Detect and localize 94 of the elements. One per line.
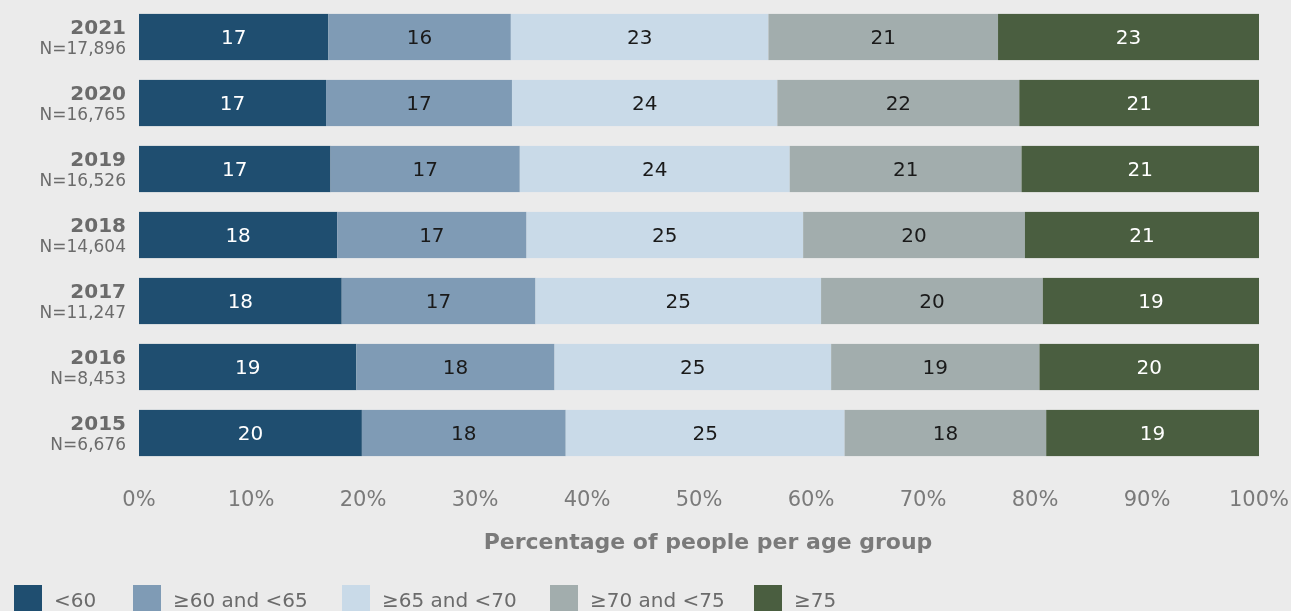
- bar: [139, 409, 362, 457]
- x-tick-label: 40%: [563, 487, 611, 511]
- bar: [337, 211, 527, 259]
- data-label: 19: [1139, 421, 1166, 445]
- legend-label: ≥65 and <70: [382, 588, 517, 611]
- data-label: 25: [680, 355, 706, 379]
- bar: [139, 211, 338, 259]
- bar: [519, 145, 790, 193]
- y-tick-label: 2017 N=11,247: [39, 279, 126, 322]
- y-tick-label: 2020 N=16,765: [39, 81, 126, 124]
- x-axis-title: Percentage of people per age group: [483, 529, 933, 554]
- data-label: 16: [406, 25, 433, 49]
- bar: [821, 277, 1043, 325]
- bar: [1019, 79, 1259, 127]
- bar: [844, 409, 1047, 457]
- data-label: 20: [901, 223, 927, 247]
- x-tick-label: 0%: [122, 487, 156, 511]
- data-label: 19: [234, 355, 261, 379]
- data-label: 17: [219, 91, 246, 115]
- data-label: 17: [406, 91, 432, 115]
- data-label: 17: [419, 223, 445, 247]
- data-label: 17: [412, 157, 438, 181]
- y-tick-label: 2019 N=16,526: [39, 147, 126, 190]
- legend-label: ≥70 and <75: [590, 588, 725, 611]
- bar: [328, 13, 511, 61]
- bar: [535, 277, 822, 325]
- data-label: 25: [665, 289, 692, 313]
- data-label: 18: [442, 355, 469, 379]
- data-label: 18: [451, 421, 477, 445]
- bar: [1039, 343, 1259, 391]
- x-tick-label: 50%: [675, 487, 723, 511]
- data-label: 20: [237, 421, 264, 445]
- bar: [1021, 145, 1259, 193]
- legend-label: ≥60 and <65: [173, 588, 308, 611]
- bar: [1046, 409, 1259, 457]
- bar: [139, 145, 331, 193]
- bar: [1042, 277, 1259, 325]
- data-label: 21: [1129, 223, 1155, 247]
- bar: [510, 13, 769, 61]
- bar: [139, 343, 357, 391]
- data-label: 17: [220, 25, 247, 49]
- bar: [768, 13, 999, 61]
- data-label: 19: [922, 355, 949, 379]
- y-tick-label: 2016 N=8,453: [50, 345, 126, 388]
- bar: [139, 277, 342, 325]
- x-tick-label: 70%: [899, 487, 947, 511]
- data-label: 17: [222, 157, 248, 181]
- data-label: 21: [1126, 91, 1152, 115]
- data-label: 25: [652, 223, 678, 247]
- bar: [777, 79, 1020, 127]
- data-label: 18: [227, 289, 254, 313]
- bar: [789, 145, 1022, 193]
- bar: [356, 343, 555, 391]
- bar: [1024, 211, 1259, 259]
- y-tick-label: 2021 N=17,896: [39, 15, 126, 58]
- data-label: 18: [225, 223, 251, 247]
- data-label: 20: [919, 289, 945, 313]
- y-tick-label: 2018 N=14,604: [39, 213, 126, 256]
- bar: [511, 79, 778, 127]
- data-label: 18: [932, 421, 959, 445]
- bar: [831, 343, 1040, 391]
- x-tick-label: 20%: [339, 487, 387, 511]
- bar: [361, 409, 566, 457]
- data-label: 21: [892, 157, 919, 181]
- bar: [998, 13, 1259, 61]
- x-tick-label: 60%: [787, 487, 835, 511]
- bar: [139, 13, 329, 61]
- bar: [565, 409, 845, 457]
- x-tick-label: 90%: [1123, 487, 1171, 511]
- legend-label: <60: [54, 588, 97, 611]
- data-label: 21: [1127, 157, 1154, 181]
- x-tick-label: 10%: [227, 487, 275, 511]
- data-label: 17: [425, 289, 452, 313]
- bar: [139, 79, 327, 127]
- data-label: 20: [1136, 355, 1162, 379]
- data-label: 23: [1115, 25, 1142, 49]
- x-tick-label: 80%: [1011, 487, 1059, 511]
- bar: [526, 211, 804, 259]
- x-tick-label: 100%: [1228, 487, 1290, 511]
- bar: [803, 211, 1025, 259]
- data-label: 21: [870, 25, 896, 49]
- bar: [326, 79, 512, 127]
- data-label: 24: [642, 157, 668, 181]
- bar: [554, 343, 832, 391]
- bar: [341, 277, 536, 325]
- data-label: 23: [626, 25, 653, 49]
- y-tick-label: 2015 N=6,676: [50, 411, 126, 454]
- bar: [330, 145, 520, 193]
- data-label: 24: [631, 91, 658, 115]
- data-label: 25: [692, 421, 718, 445]
- data-label: 22: [885, 91, 912, 115]
- legend-label: ≥75: [794, 588, 837, 611]
- data-label: 19: [1138, 289, 1164, 313]
- x-tick-label: 30%: [451, 487, 499, 511]
